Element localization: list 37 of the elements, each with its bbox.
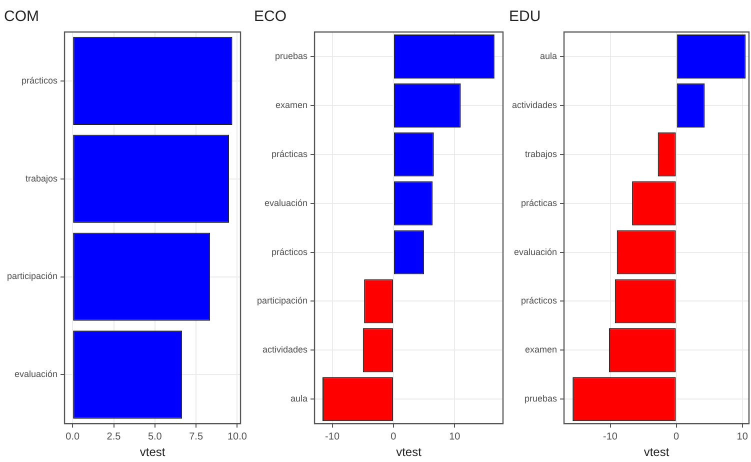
x-tick-label: 10.0 xyxy=(227,431,248,442)
y-tick-label: prácticas xyxy=(272,148,308,159)
y-tick-label: participación xyxy=(256,296,308,306)
y-tick-label: aula xyxy=(540,50,558,61)
y-tick-label: aula xyxy=(290,394,308,404)
y-tick-label: prácticos xyxy=(272,246,308,257)
y-tick-label: prácticos xyxy=(521,296,558,306)
y-tick-label: examen xyxy=(275,100,308,110)
chart-title: COM xyxy=(4,8,39,26)
x-tick-label: -10 xyxy=(325,431,340,442)
y-tick-label: actividades xyxy=(262,344,308,355)
y-tick-label: examen xyxy=(524,344,558,355)
x-tick-label: 0.0 xyxy=(66,431,80,442)
y-tick-label: pruebas xyxy=(274,50,308,61)
x-axis-title: vtest xyxy=(644,445,670,460)
chart-title: EDU xyxy=(509,8,541,26)
x-tick-label: 10 xyxy=(736,431,748,442)
y-tick-label: evaluación xyxy=(264,198,308,208)
y-tick-label: pruebas xyxy=(524,394,558,404)
x-axis-title: vtest xyxy=(396,445,422,460)
chart-title: ECO xyxy=(254,8,287,26)
x-tick-label: 5.0 xyxy=(148,431,162,442)
x-tick-label: -10 xyxy=(603,431,618,442)
y-tick-label: trabajos xyxy=(524,148,558,159)
x-tick-label: 0 xyxy=(390,431,397,442)
x-tick-label: 2.5 xyxy=(106,431,122,442)
x-tick-label: 0 xyxy=(674,431,680,442)
y-tick-label: evaluación xyxy=(514,246,558,257)
y-tick-label: prácticos xyxy=(22,75,58,86)
y-tick-label: prácticas xyxy=(521,198,558,208)
y-tick-label: trabajos xyxy=(25,173,58,184)
x-axis-title: vtest xyxy=(140,445,166,460)
y-tick-label: evaluación xyxy=(14,369,58,380)
x-tick-label: 7.5 xyxy=(189,431,204,442)
y-tick-label: actividades xyxy=(512,100,558,110)
x-tick-label: 10 xyxy=(449,431,461,442)
y-tick-label: participación xyxy=(6,271,58,282)
